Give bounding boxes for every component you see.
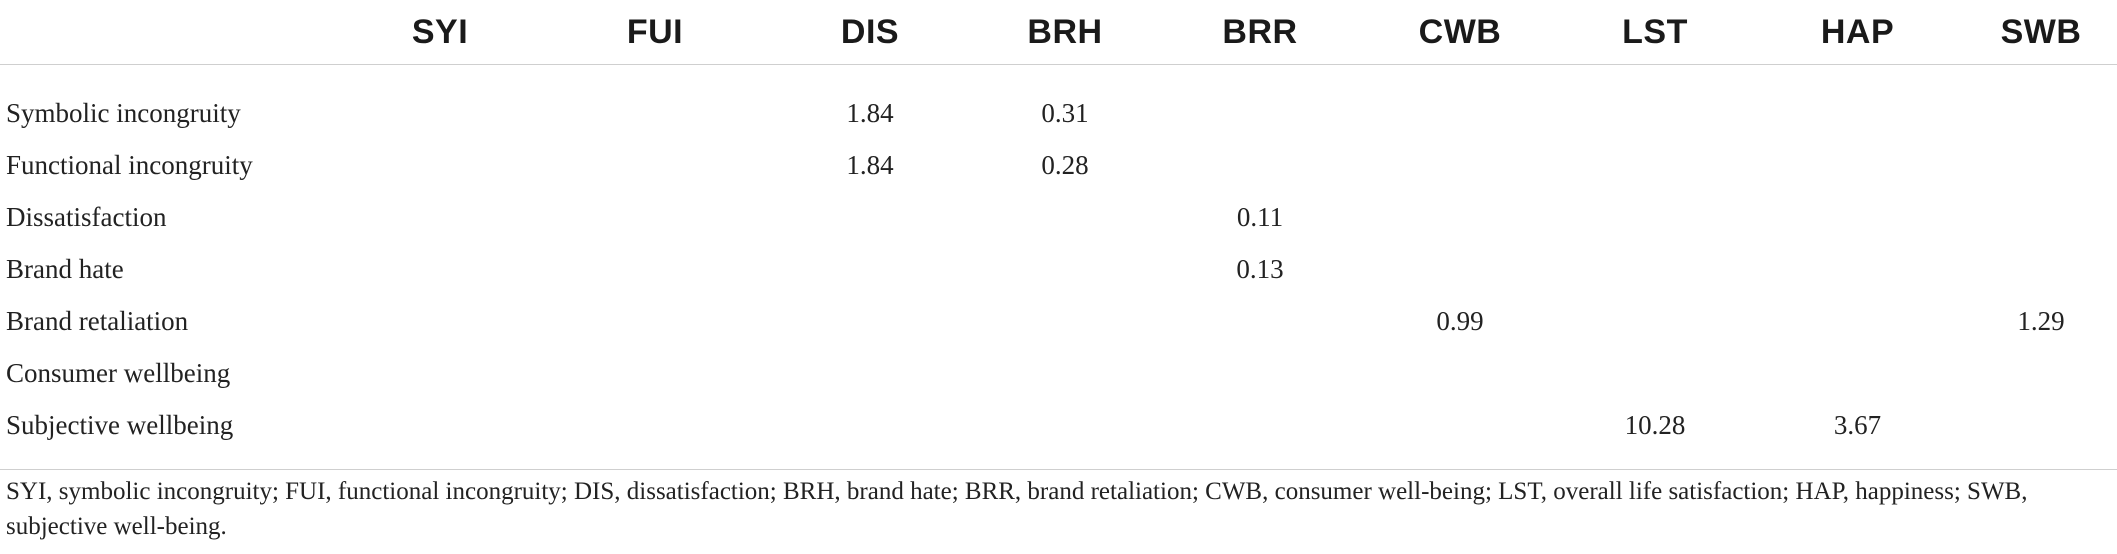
table-cell xyxy=(1560,295,1750,347)
table-cell xyxy=(1965,399,2117,470)
table-row: Brand hate 0.13 xyxy=(0,243,2117,295)
table-row: Consumer wellbeing xyxy=(0,347,2117,399)
table-cell: 0.99 xyxy=(1436,305,1484,336)
table-cell xyxy=(1360,191,1560,243)
table-cell xyxy=(1160,65,1360,140)
table-row: Symbolic incongruity 1.84 0.31 xyxy=(0,65,2117,140)
column-header-dis: DIS xyxy=(840,12,900,51)
table-cell xyxy=(970,191,1160,243)
table-cell xyxy=(1160,295,1360,347)
table-cell: 10.28 xyxy=(1624,409,1686,440)
table-cell xyxy=(1965,243,2117,295)
header-row: SYI FUI DIS BRH BRR CWB LST HAP SWB xyxy=(0,0,2117,65)
table-cell: 1.84 xyxy=(846,97,894,128)
table-cell xyxy=(1750,243,1965,295)
row-label: Brand hate xyxy=(6,253,124,284)
table-cell xyxy=(1560,243,1750,295)
table-cell: 0.28 xyxy=(1041,149,1089,180)
column-header-cwb: CWB xyxy=(1418,12,1502,51)
table-cell xyxy=(1965,347,2117,399)
row-label: Symbolic incongruity xyxy=(6,97,241,128)
table-row: Dissatisfaction 0.11 xyxy=(0,191,2117,243)
table-cell xyxy=(340,399,540,470)
column-header-brh: BRH xyxy=(1027,12,1103,51)
table-cell xyxy=(970,243,1160,295)
table-cell xyxy=(1750,295,1965,347)
table-cell xyxy=(1750,139,1965,191)
column-header-hap: HAP xyxy=(1820,12,1895,51)
table-cell xyxy=(1360,243,1560,295)
table-cell xyxy=(1560,347,1750,399)
table-cell xyxy=(1560,65,1750,140)
table-cell: 0.11 xyxy=(1236,201,1284,232)
row-label: Consumer wellbeing xyxy=(6,357,231,388)
table-cell: 3.67 xyxy=(1833,409,1882,440)
table-cell xyxy=(1160,399,1360,470)
table-row: Functional incongruity 1.84 0.28 xyxy=(0,139,2117,191)
table-cell xyxy=(340,347,540,399)
column-header-brr: BRR xyxy=(1222,12,1298,51)
table-cell xyxy=(340,243,540,295)
table-cell xyxy=(1360,347,1560,399)
table-cell xyxy=(770,347,970,399)
table-cell xyxy=(340,191,540,243)
table-cell xyxy=(770,399,970,470)
column-header-syi: SYI xyxy=(411,12,469,51)
table-cell xyxy=(1360,399,1560,470)
column-header-fui: FUI xyxy=(626,12,684,51)
table-cell xyxy=(770,191,970,243)
table-cell xyxy=(1160,347,1360,399)
table-row: Brand retaliation 0.99 1.29 xyxy=(0,295,2117,347)
column-header-swb: SWB xyxy=(2000,12,2082,51)
table-row: Subjective wellbeing 10.28 3.67 xyxy=(0,399,2117,470)
table-cell: 1.84 xyxy=(846,149,894,180)
row-label: Subjective wellbeing xyxy=(6,409,234,440)
row-label: Functional incongruity xyxy=(6,149,253,180)
table-cell: 0.31 xyxy=(1041,97,1089,128)
results-table-container: SYI FUI DIS BRH BRR CWB LST HAP SWB Symb… xyxy=(0,0,2117,470)
table-cell xyxy=(1560,139,1750,191)
table-cell: 1.29 xyxy=(2017,305,2065,336)
table-cell xyxy=(540,191,770,243)
table-cell xyxy=(770,243,970,295)
table-cell xyxy=(1560,191,1750,243)
column-header-blank xyxy=(0,0,340,65)
row-label: Dissatisfaction xyxy=(6,201,167,232)
table-cell xyxy=(540,65,770,140)
table-cell xyxy=(1965,139,2117,191)
table-cell xyxy=(1750,347,1965,399)
table-cell xyxy=(1160,139,1360,191)
table-cell xyxy=(540,295,770,347)
table-cell xyxy=(1965,191,2117,243)
table-cell xyxy=(770,295,970,347)
results-table: SYI FUI DIS BRH BRR CWB LST HAP SWB Symb… xyxy=(0,0,2117,470)
table-cell xyxy=(540,347,770,399)
table-cell xyxy=(970,347,1160,399)
table-footnote: SYI, symbolic incongruity; FUI, function… xyxy=(6,478,2028,540)
table-cell xyxy=(970,295,1160,347)
table-cell xyxy=(1360,139,1560,191)
row-label: Brand retaliation xyxy=(6,305,189,336)
table-cell xyxy=(340,139,540,191)
table-cell xyxy=(540,139,770,191)
table-cell xyxy=(970,399,1160,470)
table-cell xyxy=(1360,65,1560,140)
table-cell xyxy=(1965,65,2117,140)
table-cell xyxy=(1750,65,1965,140)
table-cell xyxy=(340,295,540,347)
table-cell xyxy=(540,243,770,295)
table-cell xyxy=(340,65,540,140)
table-cell: 0.13 xyxy=(1236,253,1284,284)
column-header-lst: LST xyxy=(1622,12,1688,51)
table-cell xyxy=(540,399,770,470)
table-cell xyxy=(1750,191,1965,243)
